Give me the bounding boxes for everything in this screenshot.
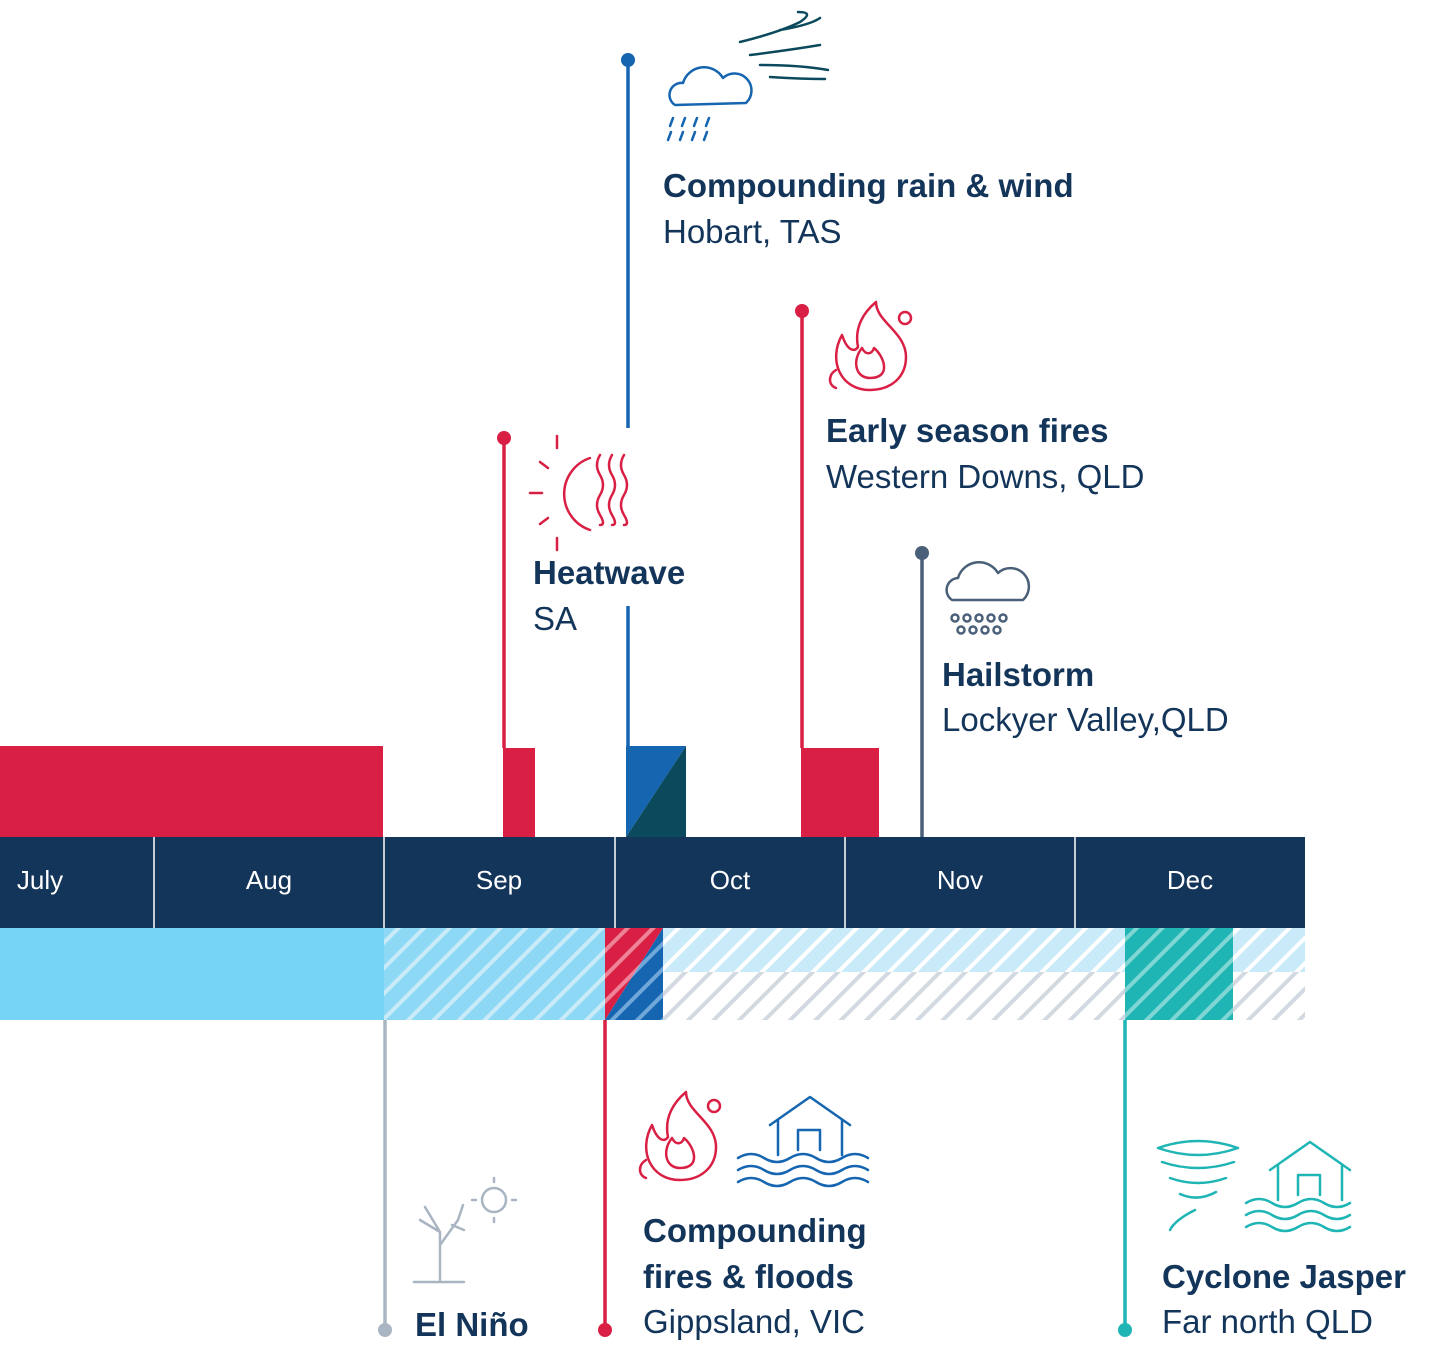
rain-icon	[666, 66, 753, 142]
month-band	[0, 837, 1305, 928]
event-title: Heatwave	[533, 554, 685, 591]
event-location: Far north QLD	[1162, 1303, 1373, 1340]
fire-icon	[638, 1090, 722, 1182]
hail-icon	[945, 561, 1031, 635]
bars	[0, 746, 879, 837]
event-location: SA	[533, 600, 577, 637]
dot	[598, 1323, 612, 1337]
band	[1125, 928, 1233, 1020]
lower-band	[0, 928, 1305, 1020]
band	[1233, 972, 1305, 1020]
event-title: Compounding	[643, 1212, 867, 1249]
event-location: Lockyer Valley,QLD	[942, 701, 1229, 738]
drought-icon	[412, 1176, 518, 1284]
period-bar	[801, 748, 879, 837]
dot	[497, 431, 511, 445]
event-title: Hailstorm	[942, 656, 1094, 693]
month-label: July	[17, 865, 63, 895]
month-label: Dec	[1167, 865, 1213, 895]
band	[663, 928, 1125, 972]
month-label: Aug	[246, 865, 292, 895]
heat-icon	[528, 434, 629, 552]
event-location: Western Downs, QLD	[826, 458, 1145, 495]
band	[605, 928, 663, 1020]
flood-icon	[736, 1095, 870, 1188]
band	[1233, 928, 1305, 972]
dot	[795, 304, 809, 318]
fire-icon	[828, 300, 913, 392]
month-label: Nov	[937, 865, 983, 895]
period-bar	[503, 748, 535, 837]
event-location: Gippsland, VIC	[643, 1303, 865, 1340]
month-bar: July Aug Sep Oct Nov Dec	[0, 837, 1305, 928]
period-bar	[626, 746, 686, 837]
wind-icon	[738, 10, 830, 81]
band	[663, 972, 1125, 1020]
dot	[915, 546, 929, 560]
event-title: fires & floods	[643, 1258, 854, 1295]
event-title: El Niño	[415, 1306, 529, 1343]
dot	[621, 53, 635, 67]
stems	[378, 53, 1132, 1337]
event-location: Hobart, TAS	[663, 213, 842, 250]
dot	[1118, 1323, 1132, 1337]
period-bar	[0, 746, 383, 837]
event-title: Cyclone Jasper	[1162, 1258, 1406, 1295]
dot	[378, 1323, 392, 1337]
band	[384, 928, 605, 1020]
flood-icon	[1244, 1140, 1352, 1233]
event-title: Compounding rain & wind	[663, 167, 1074, 204]
month-label: Sep	[476, 865, 522, 895]
icons	[412, 10, 1352, 1284]
month-label: Oct	[710, 865, 751, 895]
cyclone-icon	[1156, 1139, 1240, 1232]
event-title: Early season fires	[826, 412, 1109, 449]
labels: Heatwave SA Compounding rain & wind Hoba…	[415, 167, 1406, 1343]
band	[0, 928, 384, 1020]
